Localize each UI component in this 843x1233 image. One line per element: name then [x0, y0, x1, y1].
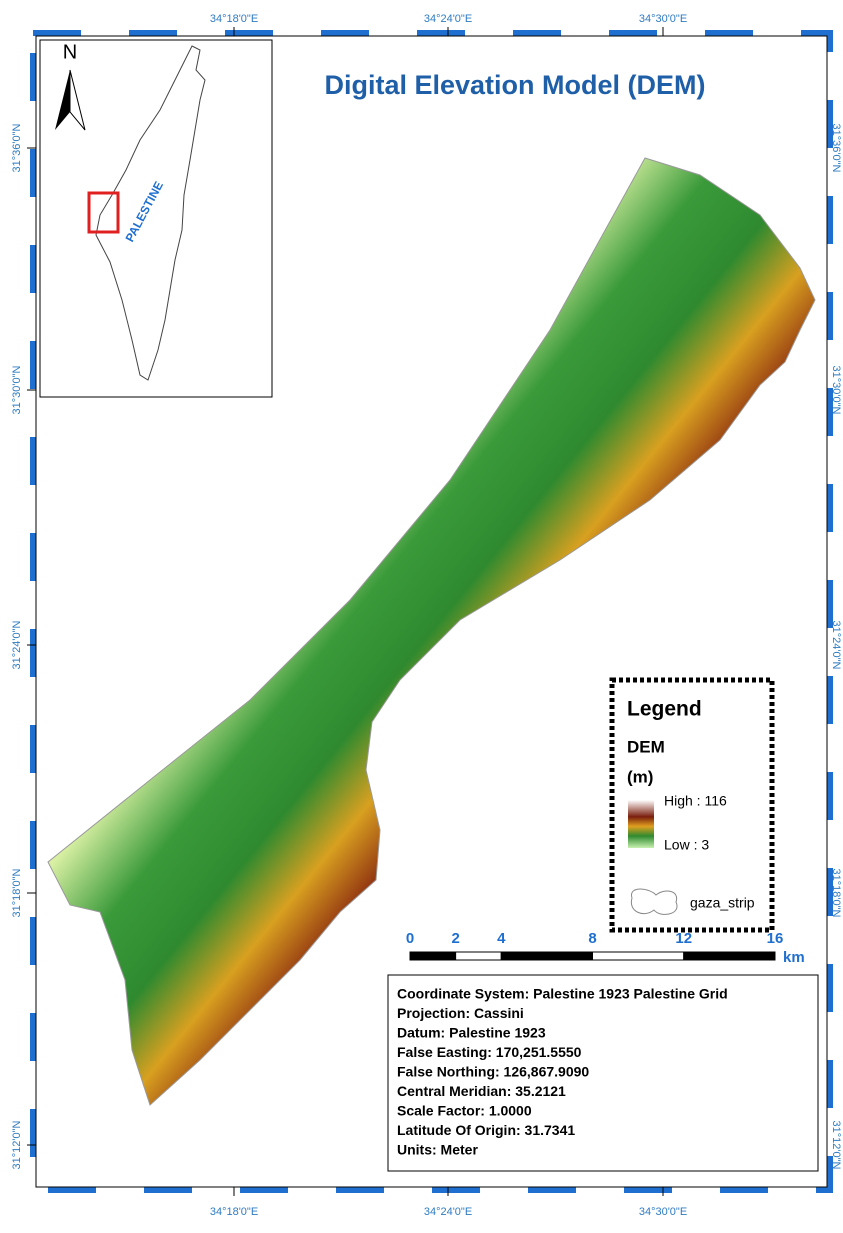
scale-segment: [684, 952, 775, 960]
latitude-label-right: 31°12'0"N: [830, 1121, 842, 1170]
latitude-label-left: 31°24'0"N: [11, 620, 23, 669]
legend-boundary: gaza_strip: [690, 895, 755, 911]
latitude-label-right: 31°18'0"N: [830, 869, 842, 918]
latitude-label-right: 31°36'0"N: [830, 124, 842, 173]
info-line: Central Meridian: 35.2121: [397, 1083, 566, 1099]
info-line: Latitude Of Origin: 31.7341: [397, 1122, 575, 1138]
latitude-label-right: 31°24'0"N: [830, 621, 842, 670]
map-title: Digital Elevation Model (DEM): [324, 70, 705, 100]
scale-label: 2: [451, 930, 459, 947]
info-line: Units: Meter: [397, 1142, 478, 1158]
legend-title: Legend: [627, 698, 702, 721]
longitude-label-bottom: 34°18'0"E: [210, 1206, 258, 1218]
map-layout: Digital Elevation Model (DEM) PALESTINE …: [0, 0, 843, 1228]
scale-unit: km: [783, 949, 805, 966]
longitude-label-top: 34°24'0"E: [424, 13, 472, 25]
info-line: Datum: Palestine 1923: [397, 1025, 546, 1041]
legend-layer: DEM: [627, 737, 665, 756]
north-label: N: [63, 41, 77, 63]
legend-boundary-icon: [631, 889, 677, 914]
longitude-label-bottom: 34°30'0"E: [639, 1206, 687, 1218]
scale-segment: [501, 952, 592, 960]
latitude-label-left: 31°30'0"N: [11, 365, 23, 414]
longitude-label-bottom: 34°24'0"E: [424, 1206, 472, 1218]
scale-segment: [410, 952, 456, 960]
scale-label: 0: [406, 930, 414, 947]
legend-high: High : 116: [664, 793, 727, 809]
scale-segment: [456, 952, 502, 960]
info-line: Scale Factor: 1.0000: [397, 1103, 532, 1119]
latitude-label-right: 31°30'0"N: [830, 366, 842, 415]
scale-label: 12: [675, 930, 692, 947]
longitude-label-top: 34°30'0"E: [639, 13, 687, 25]
latitude-label-left: 31°36'0"N: [11, 123, 23, 172]
legend-unit: (m): [627, 767, 653, 786]
latitude-label-left: 31°18'0"N: [11, 868, 23, 917]
longitude-label-top: 34°18'0"E: [210, 13, 258, 25]
latitude-label-left: 31°12'0"N: [11, 1120, 23, 1169]
info-line: False Northing: 126,867.9090: [397, 1064, 589, 1080]
scale-label: 16: [767, 930, 784, 947]
legend-low: Low : 3: [664, 837, 709, 853]
legend-ramp: [628, 800, 654, 848]
info-line: False Easting: 170,251.5550: [397, 1044, 582, 1060]
scale-segment: [593, 952, 684, 960]
scale-label: 8: [588, 930, 596, 947]
scale-label: 4: [497, 930, 506, 947]
info-line: Projection: Cassini: [397, 1005, 524, 1021]
info-line: Coordinate System: Palestine 1923 Palest…: [397, 986, 728, 1002]
